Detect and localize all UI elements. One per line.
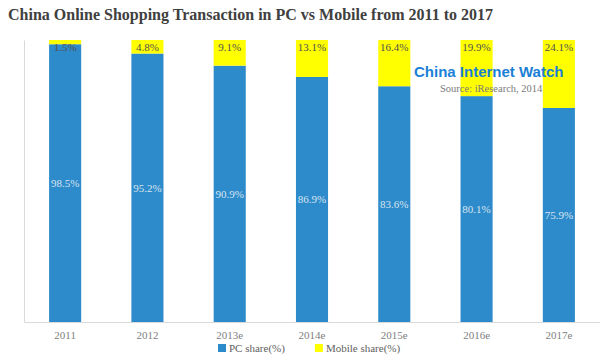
bar-segment xyxy=(214,40,246,66)
y-axis-line xyxy=(24,41,25,323)
data-label: 4.8% xyxy=(136,41,159,53)
data-labels: 98.5% 95.2% 90.9% 86.9% 83.6% 80.1% 75.9% 1.5% 4… xyxy=(51,41,573,221)
data-label: 83.6% xyxy=(380,198,408,210)
data-label: 16.4% xyxy=(380,41,408,53)
x-tick: 2012 xyxy=(136,322,158,341)
legend-swatch xyxy=(218,344,226,352)
data-label: 13.1% xyxy=(298,41,326,53)
bar-segment xyxy=(461,96,493,322)
data-label: 75.9% xyxy=(545,209,573,221)
x-tick-label: 2013e xyxy=(216,329,243,341)
bars xyxy=(49,40,575,322)
data-label: 9.1% xyxy=(218,41,241,53)
bar-segment xyxy=(378,40,410,86)
x-tick: 2011 xyxy=(54,322,76,341)
x-tick-label: 2017e xyxy=(545,329,572,341)
x-tick: 2013e xyxy=(216,322,243,341)
x-tick-label: 2014e xyxy=(299,329,326,341)
x-tick: 2015e xyxy=(381,322,408,341)
x-axis-line xyxy=(25,322,600,323)
legend-label: PC share(%) xyxy=(229,342,285,355)
data-label: 24.1% xyxy=(545,41,573,53)
source-note: Source: iResearch, 2014 xyxy=(440,83,543,94)
y-axis xyxy=(24,41,25,323)
bar-segment xyxy=(131,40,163,54)
data-label: 86.9% xyxy=(298,193,326,205)
x-tick-label: 2012 xyxy=(136,329,158,341)
legend: PC share(%) Mobile share(%) xyxy=(218,342,400,355)
bar-segment xyxy=(378,86,410,322)
data-label: 95.2% xyxy=(133,182,161,194)
data-label: 80.1% xyxy=(462,203,490,215)
legend-label: Mobile share(%) xyxy=(326,342,401,355)
x-tick: 2014e xyxy=(299,322,326,341)
bar-segment xyxy=(296,77,328,322)
legend-swatch xyxy=(315,344,323,352)
data-label: 1.5% xyxy=(54,41,77,53)
title: China Online Shopping Transaction in PC … xyxy=(8,6,493,24)
x-tick-label: 2016e xyxy=(463,329,490,341)
data-label: 90.9% xyxy=(216,188,244,200)
x-tick-label: 2015e xyxy=(381,329,408,341)
chart: China Online Shopping Transaction in PC … xyxy=(0,0,600,363)
x-axis: 2011 2012 2013e 2014e 2015e 2016e 2017e xyxy=(25,322,600,341)
watermark: China Internet Watch xyxy=(414,63,563,80)
bar-segment xyxy=(49,44,81,322)
bar-segment xyxy=(131,54,163,322)
x-tick: 2016e xyxy=(463,322,490,341)
bar-segment xyxy=(296,40,328,77)
bar-segment xyxy=(543,108,575,322)
data-label: 19.9% xyxy=(462,41,490,53)
bar-segment xyxy=(214,66,246,322)
x-tick: 2017e xyxy=(545,322,572,341)
data-label: 98.5% xyxy=(51,177,79,189)
x-tick-label: 2011 xyxy=(54,329,76,341)
